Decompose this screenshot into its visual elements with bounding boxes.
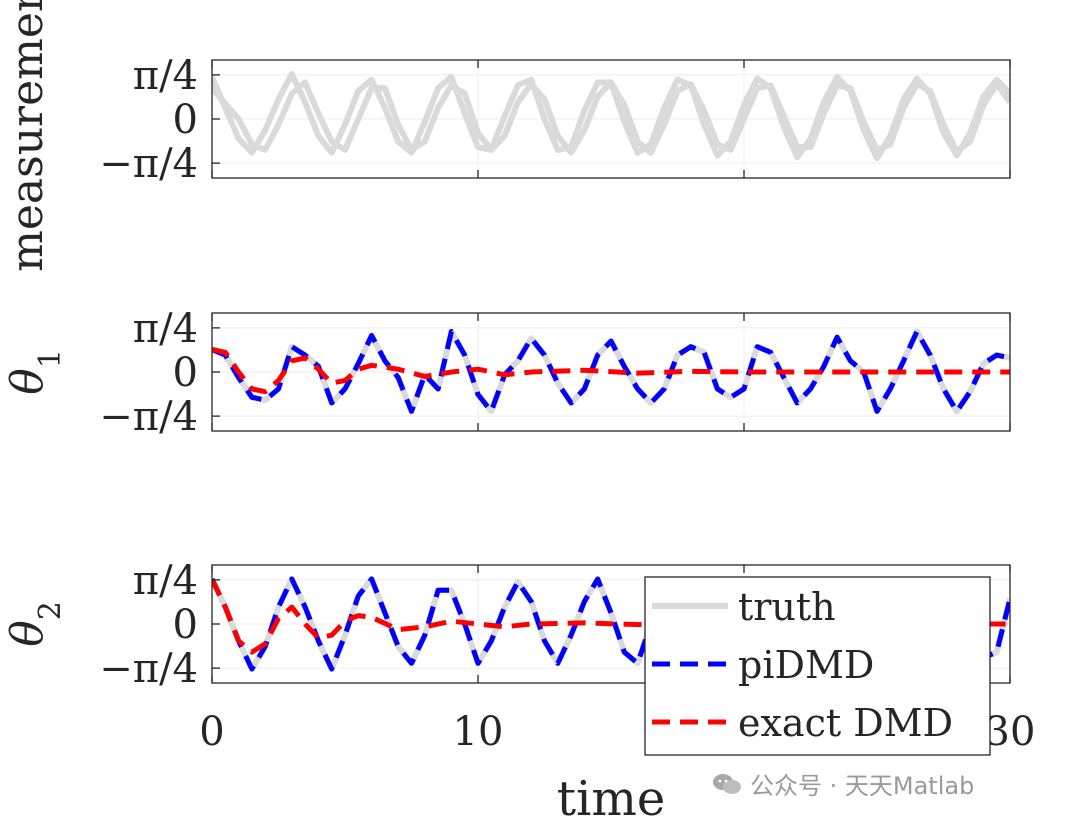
watermark-text: 公众号 · 天天Matlab: [750, 772, 975, 800]
series-group: [212, 328, 1010, 415]
y-tick-label: π/4: [133, 558, 198, 604]
y-axis-label: measurement: [2, 0, 53, 272]
watermark: 公众号 · 天天Matlab: [712, 766, 974, 801]
x-tick-label: 30: [985, 709, 1036, 755]
y-tick-label: 0: [173, 97, 198, 143]
y-tick-label: π/4: [133, 306, 198, 352]
legend-label-truth: truth: [738, 585, 836, 629]
x-tick-label: 0: [199, 709, 224, 755]
y-axis-label: θ2: [2, 601, 68, 647]
x-axis-label: time: [557, 771, 666, 825]
y-axis-label-subscript: 2: [33, 601, 68, 620]
x-tick-label: 10: [453, 709, 504, 755]
series-line-measurement-2: [212, 79, 1010, 156]
panel-1: π/40−π/4 measurement: [2, 0, 1011, 272]
y-tick-label: π/4: [133, 53, 198, 99]
y-tick-label: −π/4: [99, 394, 198, 440]
series-line-pidmd: [212, 329, 1010, 414]
y-axis-label: θ1: [2, 349, 68, 395]
y-tick-label: −π/4: [99, 141, 198, 187]
y-tick-label: 0: [173, 350, 198, 396]
series-group: [212, 71, 1010, 162]
y-axis-label-subscript: 1: [33, 349, 68, 368]
series-line-measurement-1: [212, 71, 1010, 162]
panel-2: π/40−π/4 θ1: [2, 306, 1011, 440]
wechat-icon: [712, 772, 742, 796]
y-tick-label: −π/4: [99, 646, 198, 692]
legend: truth piDMD exact DMD: [644, 576, 991, 756]
legend-label-exact-dmd: exact DMD: [738, 701, 953, 745]
y-tick-label: 0: [173, 602, 198, 648]
legend-label-pidmd: piDMD: [738, 643, 874, 687]
